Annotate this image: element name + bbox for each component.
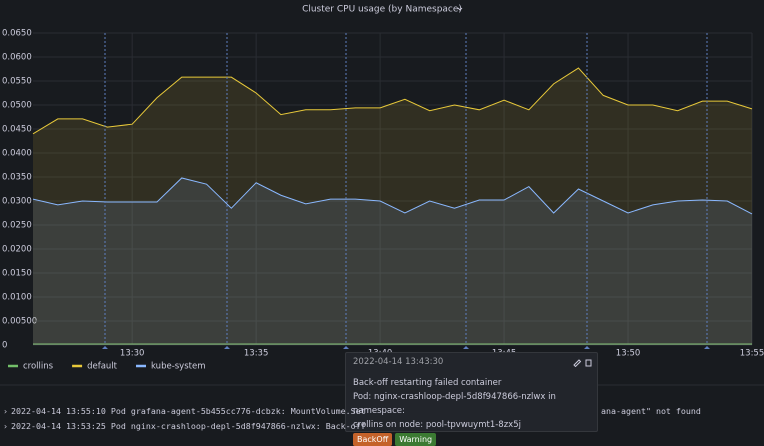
tag[interactable]: BackOff [353,433,393,446]
series-line [32,177,753,215]
annotation-tooltip: 2022-04-14 13:43:30 Back-off restarting … [345,352,598,446]
log-text: ana-agent" not found [601,406,701,416]
legend-label[interactable]: kube-system [151,362,205,372]
y-tick-label: 0.0300 [2,197,32,207]
tooltip-icons[interactable] [573,357,593,367]
y-tick-label: 0.0450 [2,125,32,135]
tooltip-text: Pod: nginx-crashloop-depl-5d8f947866-nzl… [353,392,556,416]
y-tick-label: 0.0250 [2,221,32,231]
y-tick-label: 0.0550 [2,77,32,87]
tooltip-time: 2022-04-14 13:43:30 [353,357,444,367]
y-tick-label: 0.0150 [2,269,32,279]
log-text: 2022-04-14 13:55:10 Pod grafana-agent-5b… [11,406,366,416]
page: Cluster CPU usage (by Namespace) 0 0.0050… [0,4,764,446]
y-tick-label: 0.00500 [2,317,37,327]
log-text: 2022-04-14 13:53:25 Pod nginx-crashloop-… [11,421,366,431]
legend-label[interactable]: default [87,362,118,372]
annotations [102,33,710,349]
tooltip-text: Back-off restarting failed container [353,378,502,388]
y-tick-label: 0 [2,341,7,351]
y-tick-label: 0.0350 [2,173,32,183]
expand-icon[interactable]: › [3,406,8,416]
y-tick-label: 0.0500 [2,101,32,111]
series-area [33,177,752,345]
y-tick-label: 0.0650 [2,29,32,39]
x-tick-label: 13:35 [244,349,269,359]
tag[interactable]: Warning [395,433,437,446]
y-tick-label: 0.0200 [2,245,32,255]
x-tick-label: 13:50 [616,349,641,359]
log-panel: › 2022-04-14 13:55:10 Pod grafana-agent-5… [0,404,764,434]
x-tick-label: 13:55 [740,349,764,359]
x-tick-label: 13:30 [120,349,145,359]
legend-label[interactable]: crollins [23,362,54,372]
y-tick-label: 0.0600 [2,53,32,63]
expand-icon[interactable]: › [3,421,8,431]
y-tick-label: 0.0100 [2,293,32,303]
panel-title[interactable]: Cluster CPU usage (by Namespace) [302,5,462,15]
series-line [32,67,753,135]
title-chevron[interactable] [457,7,463,11]
tooltip-text: crollins on node: pool-tpvwuymt1-8zx5j [353,420,521,430]
y-tick-label: 0.0400 [2,149,32,159]
log-row[interactable]: › 2022-04-14 13:55:10 Pod grafana-agent-5… [0,404,764,419]
log-row[interactable]: › 2022-04-14 13:53:25 Pod nginx-crashloop… [0,419,764,434]
